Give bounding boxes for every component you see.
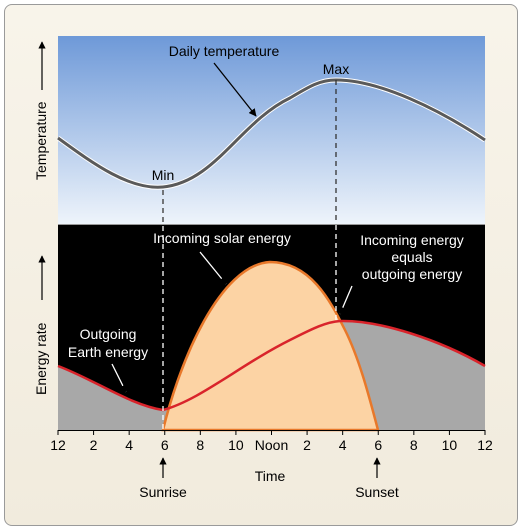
x-tick-label: 6 (374, 437, 382, 453)
x-axis-ticks: 12 2 4 6 8 10 Noon 2 4 6 8 10 12 (50, 430, 493, 453)
balance-label-line3: outgoing energy (362, 266, 462, 282)
outgoing-energy-curve (57, 319, 486, 412)
sunrise-label: Sunrise (139, 484, 187, 500)
x-tick-label: 2 (90, 437, 98, 453)
balance-arrow (339, 285, 353, 315)
x-tick-label: 4 (125, 437, 133, 453)
energy-rate-axis-label: Energy rate (33, 322, 49, 395)
temperature-curve (57, 78, 486, 189)
temperature-panel (58, 36, 485, 224)
incoming-solar-energy-label: Incoming solar energy (153, 230, 291, 246)
daily-temperature-label: Daily temperature (169, 43, 280, 59)
temperature-axis-label: Temperature (33, 101, 49, 180)
x-tick-label: 4 (339, 437, 347, 453)
x-tick-label: Noon (255, 437, 288, 453)
x-tick-label: 2 (303, 437, 311, 453)
incoming-solar-energy-area (161, 260, 380, 432)
x-tick-label: 6 (161, 437, 169, 453)
min-label: Min (152, 167, 175, 183)
daily-temperature-arrow (213, 62, 257, 117)
incoming-solar-energy-arrow (199, 251, 227, 285)
outgoing-earth-label-line2: Earth energy (68, 344, 148, 360)
x-tick-label: 12 (50, 437, 66, 453)
x-tick-label: 10 (228, 437, 244, 453)
outgoing-earth-label-line1: Outgoing (80, 326, 137, 342)
x-tick-label: 12 (477, 437, 493, 453)
balance-label-line1: Incoming energy (360, 232, 464, 248)
x-tick-label: 10 (442, 437, 458, 453)
balance-label-line2: equals (391, 249, 432, 265)
x-axis-title: Time (255, 468, 286, 484)
x-tick-label: 8 (410, 437, 418, 453)
sunset-label: Sunset (355, 484, 399, 500)
x-tick-label: 8 (196, 437, 204, 453)
outgoing-earth-arrow (111, 363, 127, 393)
max-label: Max (323, 61, 349, 77)
